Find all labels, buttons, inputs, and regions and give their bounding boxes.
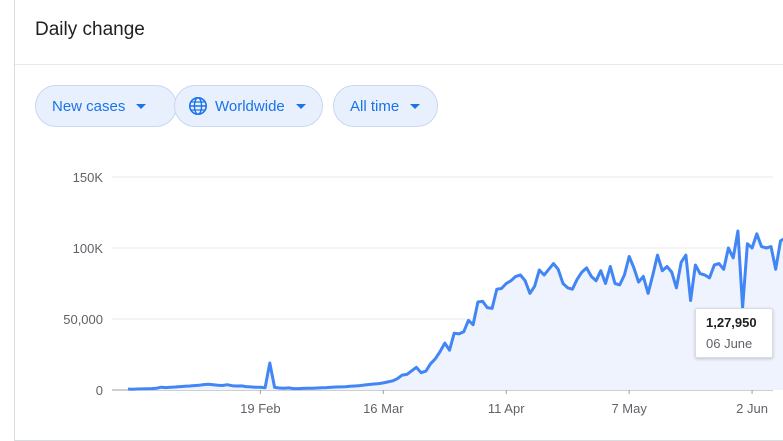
series-line bbox=[127, 229, 783, 391]
tooltip-value: 1,27,950 bbox=[706, 315, 757, 330]
x-tick-label: 11 Apr bbox=[488, 401, 525, 416]
x-tick-label: 16 Mar bbox=[363, 401, 404, 416]
y-tick-label: 100K bbox=[73, 241, 104, 256]
x-tick-label: 19 Feb bbox=[240, 401, 280, 416]
tooltip-date: 06 June bbox=[706, 336, 753, 351]
globe-icon bbox=[188, 96, 208, 116]
chart-tooltip: 1,27,950 06 June bbox=[695, 308, 773, 358]
region-filter-button[interactable]: Worldwide bbox=[174, 85, 323, 127]
y-tick-label: 150K bbox=[73, 170, 104, 185]
x-tick-label: 7 May bbox=[611, 401, 647, 416]
series-area bbox=[128, 231, 783, 390]
period-filter-button[interactable]: All time bbox=[333, 85, 438, 127]
x-tick-label: 2 Jun bbox=[736, 401, 768, 416]
chevron-down-icon bbox=[136, 103, 147, 109]
y-tick-label: 0 bbox=[96, 383, 103, 398]
metric-filter-label: New cases bbox=[52, 97, 126, 115]
chevron-down-icon bbox=[295, 103, 306, 109]
period-filter-label: All time bbox=[350, 97, 400, 115]
chevron-down-icon bbox=[410, 103, 421, 109]
header-divider bbox=[15, 64, 783, 65]
metric-filter-button[interactable]: New cases bbox=[35, 85, 177, 127]
card-title: Daily change bbox=[35, 19, 145, 40]
y-tick-label: 50,000 bbox=[63, 312, 103, 327]
region-filter-label: Worldwide bbox=[215, 97, 285, 115]
daily-change-card: Daily change New cases Worldwide All tim… bbox=[14, 0, 783, 441]
